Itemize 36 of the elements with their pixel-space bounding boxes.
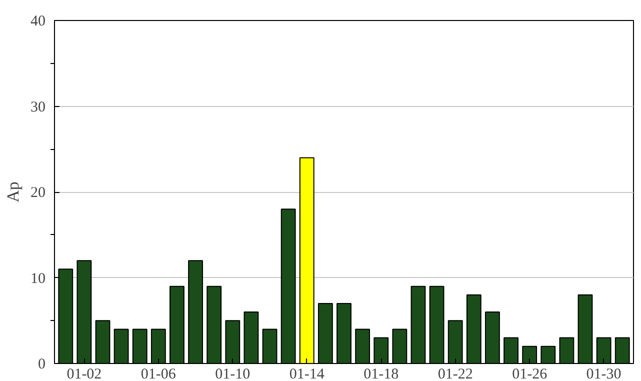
x-tick-label: 01-02 — [66, 366, 102, 381]
bar — [485, 312, 500, 364]
bar — [466, 294, 482, 364]
bar — [355, 328, 370, 364]
bar — [504, 337, 518, 364]
bar — [132, 328, 148, 364]
bar — [170, 286, 184, 364]
bar — [429, 286, 444, 364]
bar — [318, 302, 333, 364]
y-tick-label: 0 — [38, 356, 46, 372]
x-tick-label: 01-06 — [140, 366, 176, 381]
y-tick-label: 20 — [30, 185, 46, 201]
bar — [280, 208, 296, 364]
y-tick-label: 40 — [30, 14, 46, 30]
bar — [188, 260, 203, 364]
bar — [336, 302, 352, 364]
y-tick-label: 30 — [30, 99, 46, 116]
bar — [114, 328, 129, 364]
x-tick-label: 01-22 — [438, 366, 473, 381]
x-tick-label: 01-26 — [512, 366, 548, 381]
x-tick-label: 01-14 — [289, 366, 325, 381]
bar — [410, 286, 426, 364]
bar — [578, 294, 593, 364]
bar — [95, 320, 110, 364]
bar — [206, 286, 222, 364]
x-tick-label: 01-10 — [215, 366, 250, 381]
bar — [559, 337, 574, 364]
y-axis-title: Ap — [4, 182, 22, 202]
bar — [262, 328, 278, 364]
x-tick-label: 01-18 — [364, 366, 399, 381]
y-tick-label: 10 — [30, 270, 46, 287]
bar — [614, 337, 630, 364]
bar — [392, 328, 408, 364]
x-tick-label: 01-30 — [586, 366, 622, 381]
bar — [540, 346, 556, 364]
bar — [244, 312, 259, 364]
